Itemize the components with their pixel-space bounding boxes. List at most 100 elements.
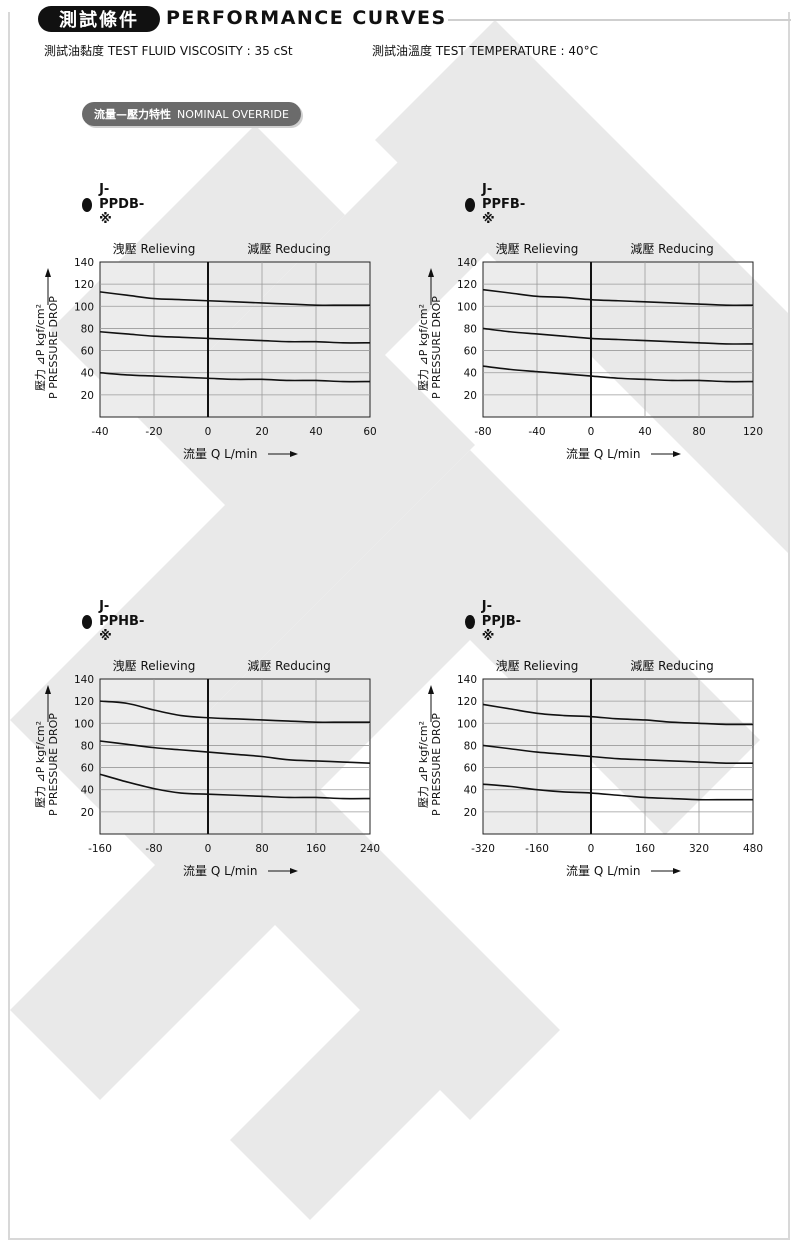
y-axis-label: 壓力 ⊿P kgf/cm² P PRESSURE DROP xyxy=(417,296,443,399)
series-line-2 xyxy=(99,773,371,800)
y-tick-label: 140 xyxy=(457,674,477,686)
test-temperature-label: 測試油溫度 TEST TEMPERATURE : 40°C xyxy=(372,44,599,58)
x-axis-label: 流量 Q L/min xyxy=(566,864,640,878)
region-label-reducing: 減壓 Reducing xyxy=(247,658,330,673)
chart-title-text: J-PPFB-※ xyxy=(482,182,526,227)
plot-frame xyxy=(99,261,371,418)
y-tick-label: 80 xyxy=(81,740,94,752)
y-axis-label-line1: 壓力 ⊿P kgf/cm² xyxy=(417,721,430,808)
chart-svg: 20 40 60 80 100 120 140 -40 -20 0 20 40 60 洩壓 Relievi… xyxy=(34,241,377,461)
y-axis-label: 壓力 ⊿P kgf/cm² P PRESSURE DROP xyxy=(417,713,443,816)
series-line-1 xyxy=(99,330,371,344)
x-axis-label: 流量 Q L/min xyxy=(183,447,257,461)
x-tick-label: -20 xyxy=(145,426,162,438)
x-axis-arrowhead-icon xyxy=(290,451,298,457)
x-tick-label: 320 xyxy=(689,843,709,855)
plot-frame xyxy=(482,261,754,418)
x-tick-label: 60 xyxy=(363,426,376,438)
region-label-relieving: 洩壓 Relieving xyxy=(113,659,196,673)
y-tick-label: 20 xyxy=(81,390,94,402)
y-tick-label: 40 xyxy=(464,785,477,797)
x-tick-label: 160 xyxy=(306,843,326,855)
page-title: PERFORMANCE CURVES xyxy=(166,7,447,29)
region-label-relieving: 洩壓 Relieving xyxy=(496,242,579,256)
y-axis-label-line2: P PRESSURE DROP xyxy=(430,713,443,816)
x-tick-label: 40 xyxy=(309,426,322,438)
y-tick-label: 40 xyxy=(81,785,94,797)
y-tick-label: 100 xyxy=(74,301,94,313)
y-axis-arrowhead-icon xyxy=(45,268,51,277)
y-tick-label: 120 xyxy=(74,279,94,291)
x-axis-label: 流量 Q L/min xyxy=(183,864,257,878)
x-tick-label: 80 xyxy=(255,843,268,855)
bullet-icon xyxy=(82,197,93,212)
x-tick-label: 20 xyxy=(255,426,268,438)
y-tick-label: 80 xyxy=(464,740,477,752)
chart-title: J-PPJB-※ xyxy=(465,599,525,644)
x-tick-label: 240 xyxy=(360,843,380,855)
y-axis-label-line2: P PRESSURE DROP xyxy=(47,296,60,399)
y-axis-label-line2: P PRESSURE DROP xyxy=(47,713,60,816)
y-tick-label: 140 xyxy=(74,674,94,686)
chart-title: J-PPHB-※ xyxy=(82,599,148,644)
series-line-2 xyxy=(99,371,371,383)
y-axis-arrowhead-icon xyxy=(428,685,434,694)
region-label-relieving: 洩壓 Relieving xyxy=(496,659,579,673)
y-axis-label-line1: 壓力 ⊿P kgf/cm² xyxy=(34,304,47,391)
chart-svg: 20 40 60 80 100 120 140 -320 -160 0 160 320 480 洩壓 Re… xyxy=(417,658,763,878)
chart-svg: 20 40 60 80 100 120 140 -80 -40 0 40 80 120 洩壓 Reliev… xyxy=(417,241,763,461)
y-axis-label: 壓力 ⊿P kgf/cm² P PRESSURE DROP xyxy=(34,296,60,399)
override-badge-en: NOMINAL OVERRIDE xyxy=(177,107,289,121)
region-label-reducing: 減壓 Reducing xyxy=(247,241,330,256)
y-tick-label: 120 xyxy=(457,696,477,708)
series-line-0 xyxy=(99,291,370,307)
bullet-icon xyxy=(465,197,475,212)
y-tick-label: 60 xyxy=(81,763,94,775)
x-tick-label: -160 xyxy=(525,843,549,855)
x-tick-label: 120 xyxy=(743,426,763,438)
chart-title-text: J-PPDB-※ xyxy=(99,182,145,227)
y-tick-label: 100 xyxy=(457,718,477,730)
header-divider xyxy=(448,19,791,21)
x-tick-label: 0 xyxy=(205,843,212,855)
region-label-reducing: 減壓 Reducing xyxy=(630,658,713,673)
test-viscosity-label: 測試油黏度 TEST FLUID VISCOSITY : 35 cSt xyxy=(44,44,293,58)
y-axis-arrowhead-icon xyxy=(45,685,51,694)
header-badge: 測試條件 xyxy=(38,6,160,32)
chart-svg: 20 40 60 80 100 120 140 -160 -80 0 80 160 240 洩壓 Reli… xyxy=(34,658,380,878)
x-tick-label: 0 xyxy=(205,426,212,438)
x-tick-label: 40 xyxy=(638,426,651,438)
region-label-relieving: 洩壓 Relieving xyxy=(113,242,196,256)
y-tick-label: 60 xyxy=(81,346,94,358)
override-badge-cn: 流量—壓力特性 xyxy=(94,108,171,121)
plot-frame xyxy=(99,678,371,835)
series-line-2 xyxy=(482,365,754,383)
series-line-1 xyxy=(482,744,754,765)
plot-frame xyxy=(482,678,754,835)
x-tick-label: -80 xyxy=(145,843,162,855)
region-label-reducing: 減壓 Reducing xyxy=(630,241,713,256)
x-axis-arrowhead-icon xyxy=(290,868,298,874)
chart-title: J-PPFB-※ xyxy=(465,182,529,227)
x-tick-label: 160 xyxy=(635,843,655,855)
y-tick-label: 140 xyxy=(74,257,94,269)
y-tick-label: 100 xyxy=(457,301,477,313)
series-line-1 xyxy=(482,327,754,345)
y-tick-label: 80 xyxy=(464,323,477,335)
series-line-0 xyxy=(482,288,754,307)
chart-title-text: J-PPHB-※ xyxy=(99,599,145,644)
y-tick-label: 80 xyxy=(81,323,94,335)
x-axis-arrowhead-icon xyxy=(673,868,681,874)
y-tick-label: 20 xyxy=(81,807,94,819)
y-tick-label: 40 xyxy=(81,368,94,380)
y-tick-label: 40 xyxy=(464,368,477,380)
chart-title-text: J-PPJB-※ xyxy=(481,599,521,644)
x-tick-label: -80 xyxy=(474,426,491,438)
x-tick-label: 0 xyxy=(588,843,595,855)
y-tick-label: 140 xyxy=(457,257,477,269)
series-line-2 xyxy=(482,783,753,801)
y-tick-label: 120 xyxy=(74,696,94,708)
series-line-0 xyxy=(99,700,370,724)
x-tick-label: -320 xyxy=(471,843,495,855)
y-axis-label-line2: P PRESSURE DROP xyxy=(430,296,443,399)
